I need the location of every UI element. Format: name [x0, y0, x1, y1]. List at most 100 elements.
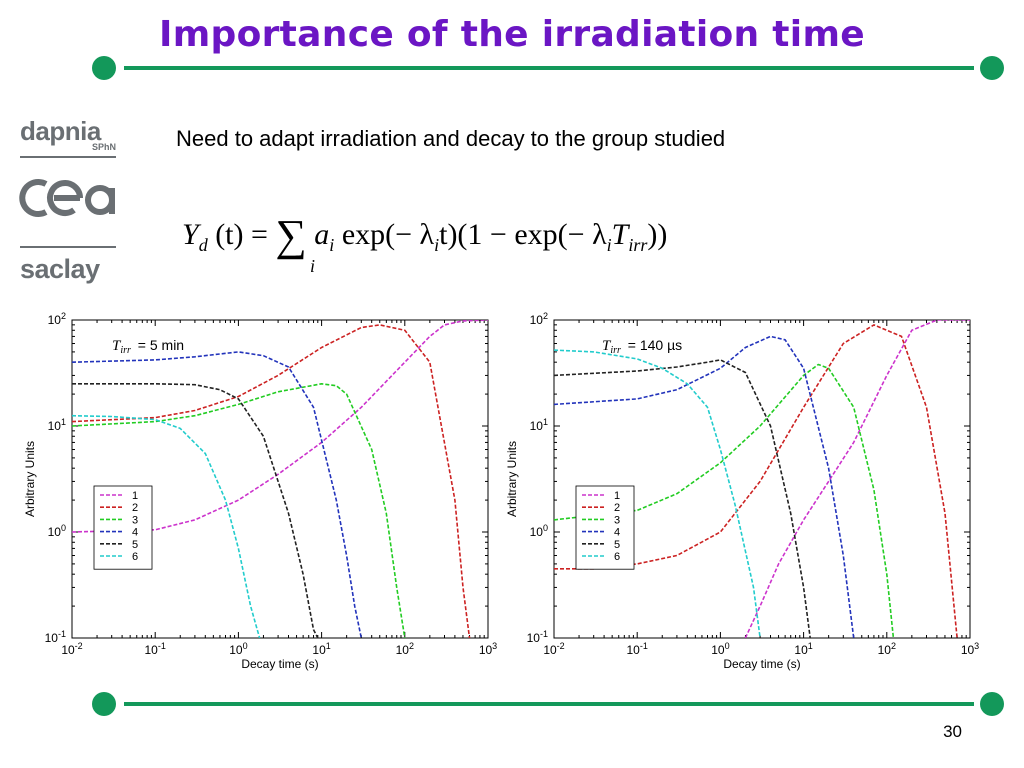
- x-tick-label: 101: [794, 641, 812, 657]
- y-tick-label: 101: [48, 417, 66, 433]
- y-tick-label: 102: [530, 311, 548, 327]
- decay-formula: Yd (t) = ∑ ai exp(− λit)(1 − exp(− λiTir…: [176, 196, 816, 296]
- y-axis-label: Arbitrary Units: [505, 441, 519, 517]
- x-tick-exponent: 2: [891, 641, 896, 651]
- series-line-6: [72, 414, 261, 638]
- formula-lhs-sub: d: [198, 235, 208, 255]
- dapnia-logo: dapnia: [20, 116, 101, 147]
- x-tick-exponent: 0: [243, 641, 248, 651]
- top-right-dot: [980, 56, 1004, 80]
- legend-label-5: 5: [132, 539, 138, 551]
- x-tick-label: 102: [396, 641, 414, 657]
- series-line-4: [72, 351, 363, 638]
- formula-part-4: )): [647, 218, 668, 251]
- y-tick-label: 100: [530, 523, 548, 539]
- legend-label-2: 2: [614, 502, 620, 514]
- sphn-logo: SPhN: [92, 142, 116, 152]
- series-line-1: [744, 320, 970, 638]
- x-axis-label: Decay time (s): [723, 657, 800, 671]
- logo-rule-2: [20, 246, 116, 248]
- slide-title: Importance of the irradiation time: [0, 14, 1024, 55]
- y-tick-label: 100: [48, 523, 66, 539]
- x-tick-label: 10-1: [627, 641, 648, 657]
- saclay-logo-text: saclay: [20, 254, 100, 284]
- legend-label-4: 4: [614, 527, 620, 539]
- annotation-value: = 5 min: [134, 337, 184, 353]
- formula-part-1-sub: i: [434, 235, 440, 255]
- legend-label-1: 1: [132, 490, 138, 502]
- x-tick-exponent: -2: [75, 641, 83, 651]
- subtitle-text: Need to adapt irradiation and decay to t…: [176, 126, 726, 151]
- sphn-logo-text: SPhN: [92, 142, 117, 152]
- formula-part-1: exp(− λ: [341, 218, 435, 251]
- y-tick-exponent: 2: [543, 311, 548, 321]
- logo-rule-1: [20, 156, 116, 158]
- legend-label-1: 1: [614, 490, 620, 502]
- formula-part-3: T: [611, 218, 629, 251]
- series-line-1: [72, 320, 488, 533]
- bottom-left-dot: [92, 692, 116, 716]
- y-tick-exponent: 2: [61, 311, 66, 321]
- annotation-subscript: irr: [610, 345, 621, 356]
- series-line-4: [554, 335, 855, 638]
- sum-index-text: i: [310, 256, 316, 276]
- legend-label-6: 6: [132, 551, 138, 563]
- x-tick-label: 102: [878, 641, 896, 657]
- x-axis-label: Decay time (s): [241, 657, 318, 671]
- x-tick-label: 10-2: [61, 641, 82, 657]
- slide-title-text: Importance of the irradiation time: [159, 14, 865, 55]
- formula-part-3-sub: irr: [628, 235, 648, 255]
- annotation-symbol: T: [602, 338, 612, 354]
- x-tick-exponent: 2: [409, 641, 414, 651]
- annotation-symbol: T: [112, 338, 122, 354]
- formula-part-2-sub: i: [606, 235, 612, 255]
- legend-label-3: 3: [614, 514, 620, 526]
- irradiation-time-annotation: Tirr = 5 min: [112, 337, 184, 356]
- x-tick-exponent: 3: [974, 641, 979, 651]
- y-tick-exponent: 1: [61, 417, 66, 427]
- y-tick-exponent: -1: [540, 629, 548, 639]
- bottom-right-dot: [980, 692, 1004, 716]
- page-number-text: 30: [943, 722, 962, 741]
- y-tick-exponent: -1: [58, 629, 66, 639]
- y-tick-exponent: 0: [543, 523, 548, 533]
- series-line-5: [72, 383, 319, 638]
- formula-line: Yd (t) = ∑ ai exp(− λit)(1 − exp(− λiTir…: [182, 210, 667, 261]
- legend-label-6: 6: [614, 551, 620, 563]
- series-line-2: [72, 324, 471, 638]
- annotation-subscript: irr: [120, 345, 131, 356]
- x-tick-label: 10-2: [543, 641, 564, 657]
- formula-lhs-arg: (t) =: [215, 218, 268, 251]
- y-tick-label: 101: [530, 417, 548, 433]
- formula-term: a: [314, 218, 330, 251]
- top-left-dot: [92, 56, 116, 80]
- x-tick-label: 103: [479, 641, 497, 657]
- irradiation-time-annotation: Tirr = 140 µs: [602, 337, 682, 356]
- x-tick-exponent: -1: [640, 641, 648, 651]
- x-tick-exponent: -1: [158, 641, 166, 651]
- x-tick-exponent: 1: [326, 641, 331, 651]
- formula-term-sub: i: [329, 235, 335, 255]
- x-tick-exponent: 1: [808, 641, 813, 651]
- series-line-6: [554, 349, 761, 638]
- sum-symbol: ∑: [275, 211, 307, 260]
- saclay-logo: saclay: [20, 254, 100, 285]
- y-tick-exponent: 1: [543, 417, 548, 427]
- bottom-divider: [124, 702, 974, 706]
- series-line-3: [554, 363, 895, 638]
- logo-column: dapnia SPhN cea saclay: [18, 110, 120, 290]
- top-divider: [124, 66, 974, 70]
- subtitle: Need to adapt irradiation and decay to t…: [176, 126, 725, 152]
- x-tick-label: 10-1: [145, 641, 166, 657]
- formula-part-2: t)(1 − exp(− λ: [439, 218, 607, 251]
- legend-label-3: 3: [132, 514, 138, 526]
- x-tick-exponent: 3: [492, 641, 497, 651]
- legend-label-4: 4: [132, 527, 138, 539]
- x-tick-label: 100: [229, 641, 247, 657]
- x-tick-label: 103: [961, 641, 979, 657]
- x-tick-exponent: -2: [557, 641, 565, 651]
- annotation-value: = 140 µs: [624, 337, 682, 353]
- cea-logo: cea: [19, 179, 115, 217]
- dapnia-logo-text: dapnia: [20, 116, 101, 146]
